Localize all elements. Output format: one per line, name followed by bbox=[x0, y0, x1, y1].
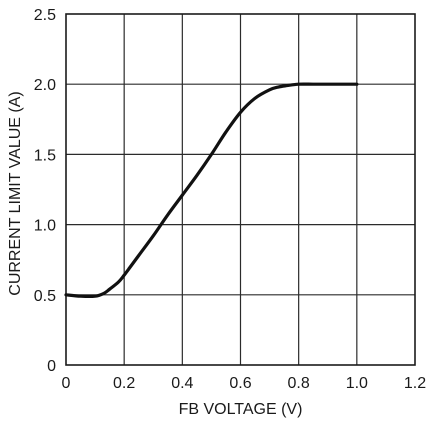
x-tick-label: 0.8 bbox=[288, 375, 310, 392]
x-tick-label: 0.2 bbox=[113, 375, 135, 392]
x-tick-label: 1.2 bbox=[404, 375, 426, 392]
series-layer bbox=[64, 82, 359, 299]
y-tick-label: 2.0 bbox=[34, 77, 56, 94]
x-tick-label: 0 bbox=[62, 375, 71, 392]
y-tick-label: 1.0 bbox=[34, 218, 56, 235]
plot-frame bbox=[65, 13, 416, 366]
y-tick-label: 1.5 bbox=[34, 147, 56, 164]
y-tick-label: 2.5 bbox=[34, 7, 56, 24]
x-axis-ticks: 0 0.2 0.4 0.6 0.8 1.0 1.2 bbox=[62, 375, 427, 392]
x-tick-label: 0.6 bbox=[229, 375, 251, 392]
series-line-1 bbox=[64, 82, 359, 299]
x-tick-label: 0.4 bbox=[171, 375, 193, 392]
x-tick-label: 1.0 bbox=[346, 375, 368, 392]
y-tick-label: 0.5 bbox=[34, 288, 56, 305]
y-axis-ticks: 0 0.5 1.0 1.5 2.0 2.5 bbox=[34, 7, 56, 375]
y-axis-title: CURRENT LIMIT VALUE (A) bbox=[7, 91, 24, 295]
grid bbox=[66, 14, 415, 365]
x-axis-title: FB VOLTAGE (V) bbox=[179, 401, 303, 418]
y-tick-label: 0 bbox=[47, 358, 56, 375]
